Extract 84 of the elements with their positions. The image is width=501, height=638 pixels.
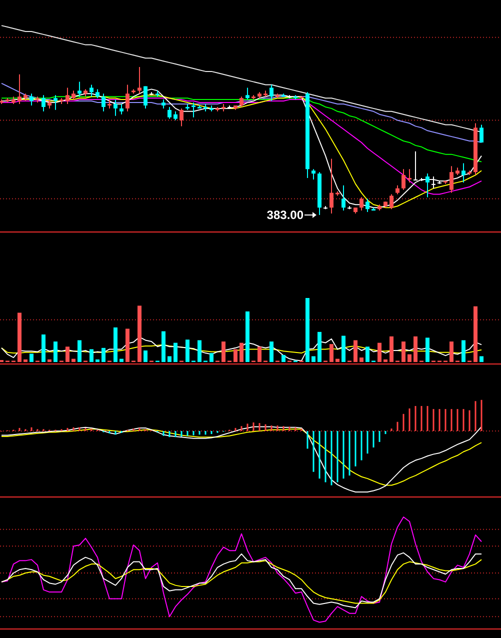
bar: [246, 311, 250, 362]
candlestick: [18, 74, 22, 104]
bar: [384, 359, 388, 362]
candlestick: [138, 66, 142, 94]
bar: [120, 358, 124, 362]
bar: [306, 298, 310, 362]
bar: [450, 342, 454, 362]
candlestick: [246, 87, 250, 100]
bar: [186, 340, 190, 362]
bar: [96, 359, 100, 362]
bar: [198, 340, 202, 362]
bar: [312, 356, 316, 362]
candlestick: [120, 104, 124, 115]
candlestick: [408, 168, 412, 183]
bar: [222, 342, 226, 362]
bar: [318, 332, 322, 362]
bar: [390, 336, 394, 362]
candlestick: [54, 94, 58, 110]
candlestick: [78, 81, 82, 98]
candlestick: [144, 86, 148, 109]
candlestick: [192, 102, 196, 118]
bar: [24, 359, 28, 362]
bar: [168, 356, 172, 362]
bar: [402, 342, 406, 362]
bar: [366, 346, 370, 362]
candlestick: [66, 87, 70, 104]
candlestick: [42, 94, 46, 112]
candlestick: [240, 96, 244, 108]
candlestick: [90, 84, 94, 98]
candlestick: [480, 124, 484, 143]
bar: [354, 340, 358, 362]
candlestick: [30, 93, 34, 106]
bar: [102, 348, 106, 362]
bar: [66, 346, 70, 362]
bar: [72, 358, 76, 362]
bar: [78, 340, 82, 362]
candlestick: [312, 168, 316, 180]
bar: [18, 312, 22, 362]
candlestick: [102, 93, 106, 112]
candlestick: [426, 173, 430, 198]
candlestick: [366, 198, 370, 213]
bar: [240, 342, 244, 362]
bar: [162, 331, 166, 362]
candlestick: [168, 106, 172, 120]
candlestick: [450, 166, 454, 194]
bar: [258, 346, 262, 362]
bar: [138, 306, 142, 362]
bar: [426, 338, 430, 362]
bar: [174, 342, 178, 362]
bar: [408, 354, 412, 362]
bar: [54, 342, 58, 362]
bar: [336, 358, 340, 362]
candlestick: [330, 158, 334, 214]
bar: [480, 356, 484, 362]
bar: [42, 334, 46, 362]
bar: [30, 354, 34, 362]
bar: [90, 349, 94, 362]
bar: [48, 359, 52, 362]
bar: [144, 350, 148, 362]
annotation: 383.00: [266, 208, 304, 222]
bar: [270, 342, 274, 362]
candlestick: [462, 162, 466, 183]
candlestick: [360, 196, 364, 212]
bar: [342, 336, 346, 362]
candlestick: [402, 168, 406, 190]
bar: [414, 336, 418, 362]
bar: [360, 358, 364, 362]
candlestick: [126, 84, 130, 112]
candlestick: [270, 84, 274, 102]
candlestick: [432, 176, 436, 189]
candlestick: [390, 194, 394, 210]
bar: [330, 344, 334, 362]
bar: [378, 342, 382, 362]
candlestick: [114, 99, 118, 116]
bar: [474, 306, 478, 362]
bar: [282, 354, 286, 362]
bar: [114, 327, 118, 362]
bar: [234, 349, 238, 362]
candlestick: [180, 108, 184, 127]
bar: [462, 340, 466, 362]
bar: [210, 353, 214, 362]
candlestick: [342, 184, 346, 212]
candlestick: [414, 150, 418, 180]
bar: [126, 328, 130, 362]
